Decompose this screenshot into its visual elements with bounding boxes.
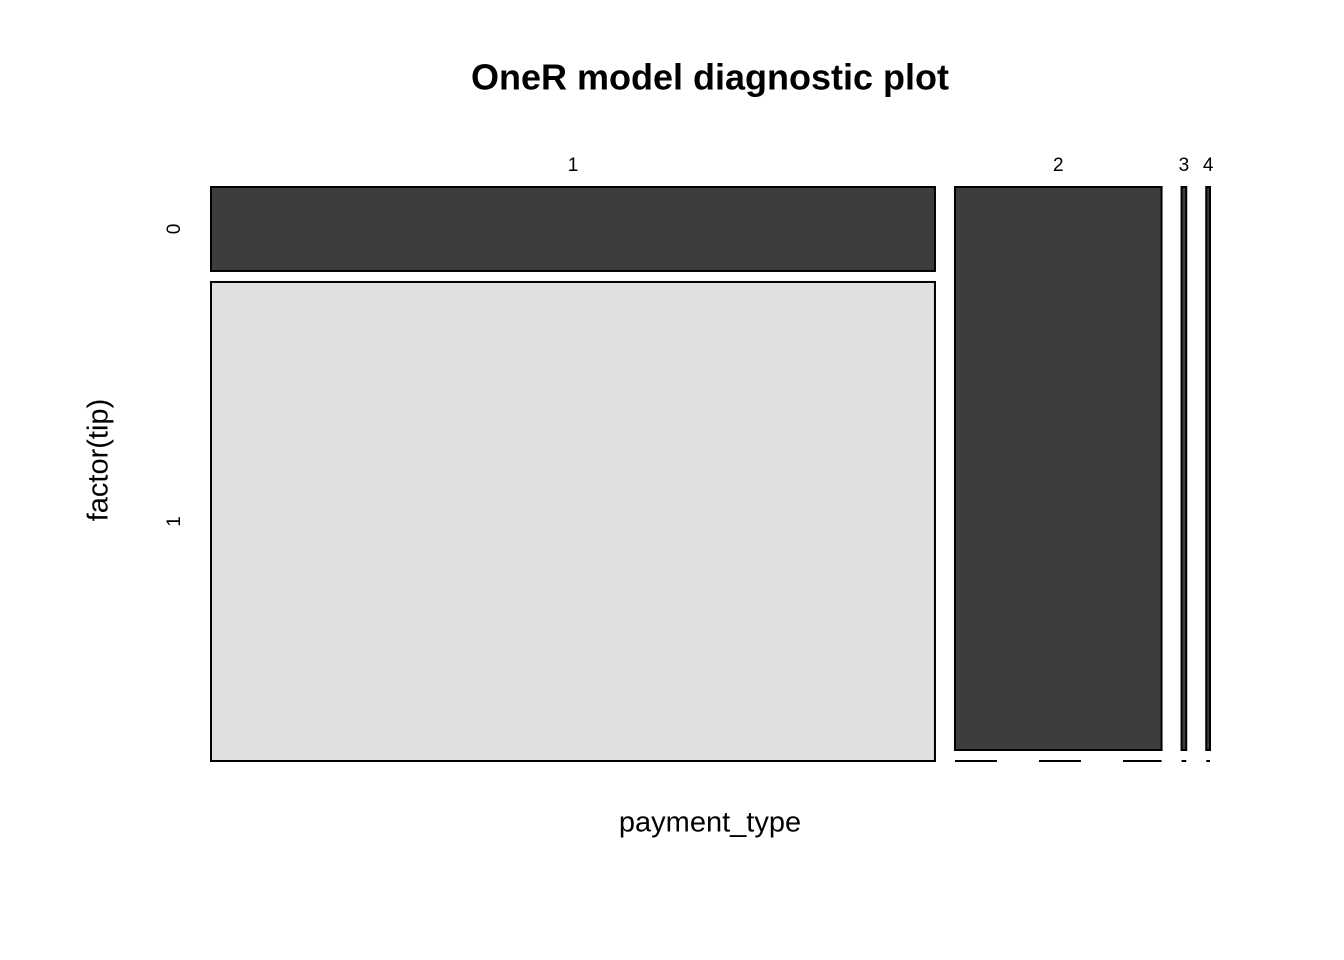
x-tick-label: 4 [1203, 155, 1214, 176]
y-axis-label: factor(tip) [83, 399, 115, 521]
x-tick-label: 3 [1179, 155, 1190, 176]
y-tick-label: 0 [164, 224, 185, 235]
mosaic-cell [210, 186, 936, 272]
y-tick-label: 1 [164, 516, 185, 527]
mosaic-cell [210, 280, 936, 762]
x-tick-label: 2 [1053, 155, 1064, 176]
mosaic-cell [953, 186, 1163, 751]
chart-title: OneR model diagnostic plot [471, 57, 949, 98]
x-tick-label: 1 [568, 155, 579, 176]
x-axis-label: payment_type [619, 807, 801, 839]
mosaic-cell [1205, 186, 1212, 751]
mosaic-cell [1180, 186, 1188, 751]
